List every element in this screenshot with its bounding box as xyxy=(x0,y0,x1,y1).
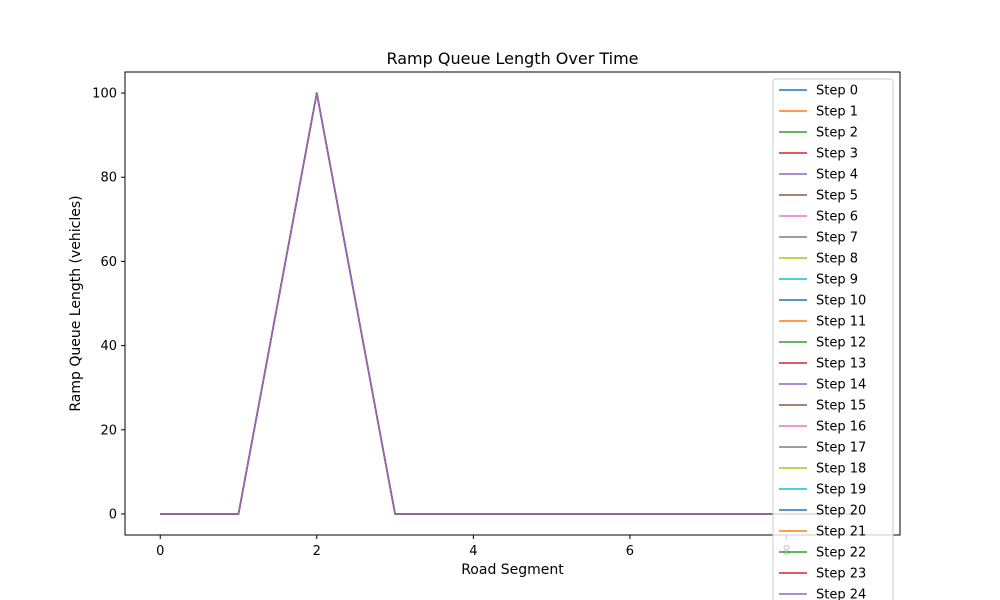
legend-label: Step 10 xyxy=(816,294,866,309)
legend-label: Step 22 xyxy=(816,546,866,561)
y-tick-label: 80 xyxy=(100,171,117,186)
legend-label: Step 4 xyxy=(816,168,858,183)
legend: Step 0 Step 1 Step 2 Step 3 Step 4 Step 5 Step… xyxy=(772,78,894,600)
legend-label: Step 0 xyxy=(816,84,858,99)
legend-label: Step 3 xyxy=(816,147,858,162)
legend-label: Step 16 xyxy=(816,420,866,435)
y-axis: 0 20 40 60 80 100 xyxy=(92,87,125,522)
legend-label: Step 6 xyxy=(816,210,858,225)
legend-label: Step 17 xyxy=(816,441,866,456)
legend-label: Step 8 xyxy=(816,252,858,267)
legend-label: Step 9 xyxy=(816,273,858,288)
legend-label: Step 2 xyxy=(816,126,858,141)
x-tick-label: 6 xyxy=(626,544,634,559)
y-tick-label: 100 xyxy=(92,87,117,102)
plot-area-frame xyxy=(124,71,901,536)
legend-label: Step 19 xyxy=(816,483,866,498)
legend-label: Step 5 xyxy=(816,189,858,204)
legend-label: Step 23 xyxy=(816,567,866,582)
plot-lines xyxy=(160,92,865,515)
legend-label: Step 13 xyxy=(816,357,866,372)
legend-label: Step 7 xyxy=(816,231,858,246)
y-tick-label: 40 xyxy=(100,339,117,354)
legend-label: Step 18 xyxy=(816,462,866,477)
legend-label: Step 11 xyxy=(816,315,866,330)
legend-label: Step 12 xyxy=(816,336,866,351)
legend-label: Step 1 xyxy=(816,105,858,120)
x-tick-label: 2 xyxy=(313,544,321,559)
legend-label: Step 20 xyxy=(816,504,866,519)
x-axis-label: Road Segment xyxy=(461,562,564,578)
series-line-25 xyxy=(160,92,865,515)
legend-label: Step 24 xyxy=(816,588,866,600)
legend-label: Step 15 xyxy=(816,399,866,414)
legend-box xyxy=(772,78,894,600)
y-tick-label: 60 xyxy=(100,255,117,270)
x-tick-label: 4 xyxy=(469,544,477,559)
y-tick-label: 0 xyxy=(109,507,117,522)
y-axis-label: Ramp Queue Length (vehicles) xyxy=(68,195,84,411)
legend-label: Step 14 xyxy=(816,378,866,393)
x-tick-label: 0 xyxy=(156,544,164,559)
chart-title: Ramp Queue Length Over Time xyxy=(386,49,638,68)
y-tick-label: 20 xyxy=(100,423,117,438)
legend-label: Step 21 xyxy=(816,525,866,540)
